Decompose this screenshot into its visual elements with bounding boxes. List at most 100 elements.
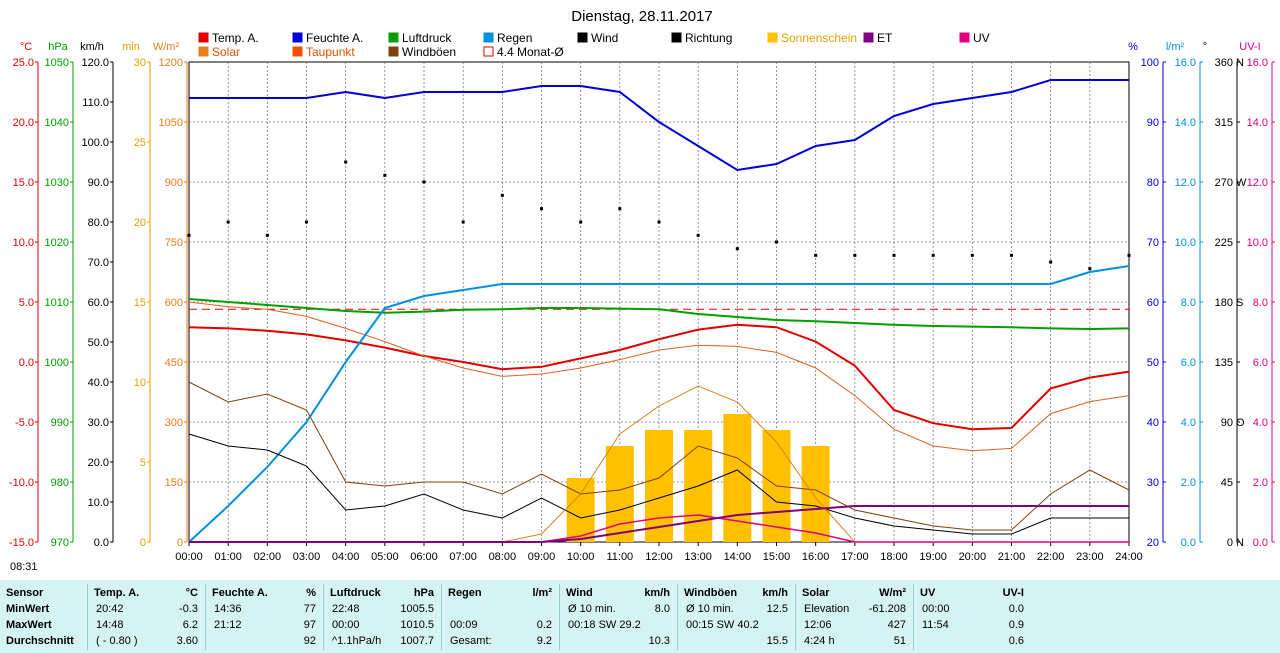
stats-cell-value: 77: [303, 603, 316, 615]
direction-point: [1088, 267, 1092, 271]
axis-unit-humidity: %: [1128, 41, 1138, 53]
axis-tick-label-sunmin: 30: [134, 57, 146, 69]
axis-tick-label-solar: 0: [177, 537, 183, 549]
axis-tick-label-pressure: 1000: [45, 357, 69, 369]
legend-swatch: [198, 46, 209, 57]
stats-cell-label: 4:24 h: [804, 635, 835, 647]
direction-point: [344, 160, 348, 164]
legend-label: Luftdruck: [402, 31, 452, 45]
stats-row-labels: Sensor MinWert MaxWert Durchschnitt: [0, 580, 88, 653]
axis-tick-label-solar: 450: [165, 357, 183, 369]
axis-tick-label-wind: 50.0: [88, 337, 109, 349]
axis-tick-label-direction: 360: [1215, 57, 1233, 69]
axis-tick-label-wind: 110.0: [82, 97, 109, 109]
axis-tick-label-rain: 8.0: [1181, 297, 1196, 309]
direction-point: [775, 240, 778, 244]
direction-point: [540, 207, 543, 211]
axis-tick-label-temp: 0.0: [19, 357, 34, 369]
series-line-wind: [188, 433, 1129, 535]
direction-point: [1127, 253, 1131, 257]
direction-point: [696, 233, 700, 237]
direction-point: [265, 233, 269, 237]
axis-tick-label-solar: 900: [165, 177, 183, 189]
axis-tick-label-uv: 12.0: [1247, 177, 1268, 189]
axis-tick-label-temp: -5.0: [15, 417, 34, 429]
series-line-windben: [188, 381, 1130, 531]
stats-separator: [913, 584, 914, 650]
x-tick-label: 20:00: [959, 551, 987, 563]
stats-cell-value: 10.3: [648, 635, 670, 647]
stats-separator: [205, 584, 206, 650]
sunshine-bar: [605, 446, 634, 542]
legend-label: Sonnenschein: [781, 31, 857, 45]
axis-tick-label-humidity: 90: [1147, 117, 1159, 129]
axis-tick-label-pressure: 1050: [45, 57, 69, 69]
axis-unit-solar: W/m²: [153, 41, 180, 53]
axis-tick-label-direction: 270: [1215, 177, 1233, 189]
legend-swatch: [388, 46, 399, 57]
axis-tick-label-direction: 135: [1215, 357, 1233, 369]
axis-tick-label-pressure: 1010: [45, 297, 69, 309]
stats-column: UV UV-I 00:00 0.0 11:54 0.9 0.6: [914, 580, 1032, 653]
stats-cell-value: 15.5: [766, 635, 788, 647]
legend-label: Temp. A.: [212, 31, 259, 45]
stats-cell-label: Ø 10 min.: [568, 603, 616, 615]
x-tick-label: 05:00: [371, 551, 399, 563]
stats-column-unit: hPa: [413, 587, 434, 599]
stats-cell-value: 97: [303, 619, 316, 631]
axis-tick-label-uv: 2.0: [1253, 477, 1268, 489]
legend-label: Regen: [497, 31, 532, 45]
stats-cell-value: 6.2: [182, 619, 198, 631]
statistics-table: Sensor MinWert MaxWert Durchschnitt Temp. A.…: [0, 580, 1280, 653]
stats-column: Regen l/m² 00:09 0.2 Gesamt: 9.2: [442, 580, 560, 653]
axis-tick-label-solar: 300: [165, 417, 183, 429]
x-tick-label: 01:00: [214, 551, 242, 563]
x-tick-label: 16:00: [802, 551, 830, 563]
legend-label: Taupunkt: [306, 45, 355, 59]
axis-tick-label-direction: 180: [1215, 297, 1233, 309]
axis-tick-label-pressure: 990: [51, 417, 69, 429]
axis-tick-label-humidity: 20: [1147, 537, 1159, 549]
axis-tick-label-humidity: 60: [1147, 297, 1159, 309]
axis-tick-label-direction: 315: [1215, 117, 1233, 129]
axis-tick-label-sunmin: 10: [134, 377, 146, 389]
axis-tick-label-pressure: 970: [51, 537, 69, 549]
series-line-taupunkt: [188, 301, 1130, 452]
axis-tick-label-uv: 10.0: [1247, 237, 1268, 249]
stats-separator: [677, 584, 678, 650]
stats-cell-label: 00:00: [332, 619, 360, 631]
axis-tick-label-sunmin: 25: [134, 137, 146, 149]
legend-label: Windböen: [402, 45, 456, 59]
x-tick-label: 07:00: [449, 551, 477, 563]
stats-row-label: Durchschnitt: [6, 635, 74, 647]
axis-tick-label-solar: 600: [165, 297, 183, 309]
axis-tick-label-direction: 0: [1227, 537, 1233, 549]
stats-column: Wind km/h Ø 10 min. 8.0 00:18 SW 29.2 10.3: [560, 580, 678, 653]
stats-column-unit: l/m²: [532, 587, 552, 599]
stats-column-unit: UV-I: [1002, 587, 1024, 599]
stats-cell-value: 0.2: [536, 619, 552, 631]
axis-tick-label-direction: 225: [1215, 237, 1233, 249]
stats-cell-value: 9.2: [536, 635, 552, 647]
stats-cell-value: 92: [303, 635, 316, 647]
axis-tick-label-humidity: 40: [1147, 417, 1159, 429]
compass-label: W: [1236, 177, 1247, 189]
x-tick-label: 12:00: [645, 551, 673, 563]
legend-swatch: [198, 32, 209, 43]
axis-tick-label-wind: 70.0: [88, 257, 109, 269]
compass-label: S: [1236, 297, 1243, 309]
axis-tick-label-temp: 25.0: [13, 57, 34, 69]
stats-cell-value: 3.60: [176, 635, 198, 647]
sunrise-time: 08:31: [10, 561, 38, 573]
stats-cell-value: 1005.5: [400, 603, 434, 615]
stats-cell-value: 8.0: [654, 603, 670, 615]
stats-column: Windböen km/h Ø 10 min. 12.5 00:15 SW 40.2 15…: [678, 580, 796, 653]
legend-label: Feuchte A.: [306, 31, 363, 45]
axis-tick-label-uv: 8.0: [1253, 297, 1268, 309]
stats-row-label: Sensor: [6, 587, 44, 599]
x-tick-label: 17:00: [841, 551, 869, 563]
direction-point: [461, 220, 465, 224]
axis-tick-label-uv: 16.0: [1247, 57, 1268, 69]
right-axes: %100 90 80 70 60 50 40 30 20 l/m² 16.0 14.0 12.0 10.0…: [1128, 41, 1275, 549]
chart-title: Dienstag, 28.11.2017: [571, 8, 713, 25]
